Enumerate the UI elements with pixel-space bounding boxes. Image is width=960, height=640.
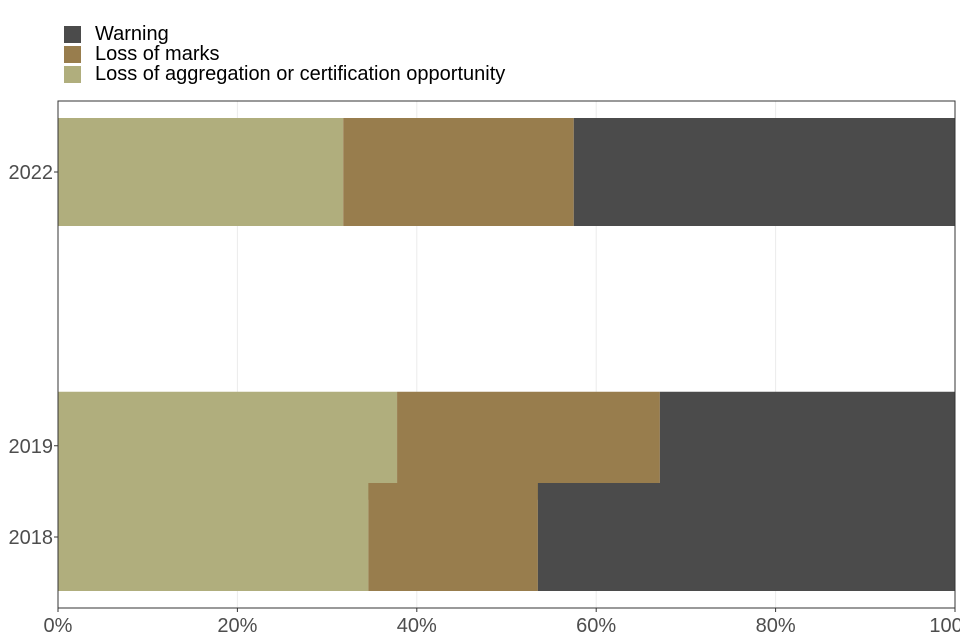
- legend: Warning Loss of marks Loss of aggregatio…: [64, 24, 505, 84]
- bar-2019-warning: [659, 391, 955, 500]
- x-tick-label-100: 100%: [929, 615, 960, 637]
- bar-2019-loss-of-marks: [397, 391, 660, 500]
- y-tick-label-2018: 2018: [9, 527, 54, 549]
- bar-2022-warning: [573, 118, 955, 226]
- legend-item-loss-of-aggregation: Loss of aggregation or certification opp…: [64, 64, 505, 84]
- x-tick-label-0: 0%: [44, 615, 73, 637]
- y-tick-label-2019: 2019: [9, 436, 54, 458]
- legend-swatch-warning: [64, 25, 81, 43]
- legend-swatch-loss-of-aggregation: [64, 65, 81, 83]
- bar-2018-loss-of-marks: [368, 483, 538, 591]
- legend-label-loss-of-aggregation: Loss of aggregation or certification opp…: [95, 63, 506, 85]
- bar-2019-loss-of-aggregation-or-certification-opportunity: [58, 391, 398, 500]
- x-tick-label-20: 20%: [217, 615, 257, 637]
- legend-item-loss-of-marks: Loss of marks: [64, 44, 505, 64]
- x-tick-label-40: 40%: [397, 615, 437, 637]
- bar-2022-loss-of-aggregation-or-certification-opportunity: [58, 118, 344, 226]
- legend-swatch-loss-of-marks: [64, 45, 81, 63]
- plot-border: [57, 100, 956, 609]
- y-tick-label-2022: 2022: [9, 162, 54, 184]
- bar-2018-warning: [537, 483, 955, 591]
- x-tick-label-80: 80%: [756, 615, 796, 637]
- x-axis: 0% 20% 40% 60% 80% 100%: [44, 608, 960, 637]
- y-axis: 2022 2019 2018: [9, 162, 58, 549]
- bars: [58, 118, 955, 591]
- x-tick-label-60: 60%: [576, 615, 616, 637]
- legend-label-loss-of-marks: Loss of marks: [95, 43, 220, 65]
- legend-label-warning: Warning: [95, 23, 169, 45]
- bar-2022-loss-of-marks: [343, 118, 574, 226]
- bar-2018-loss-of-aggregation-or-certification-opportunity: [58, 483, 369, 591]
- legend-item-warning: Warning: [64, 24, 505, 44]
